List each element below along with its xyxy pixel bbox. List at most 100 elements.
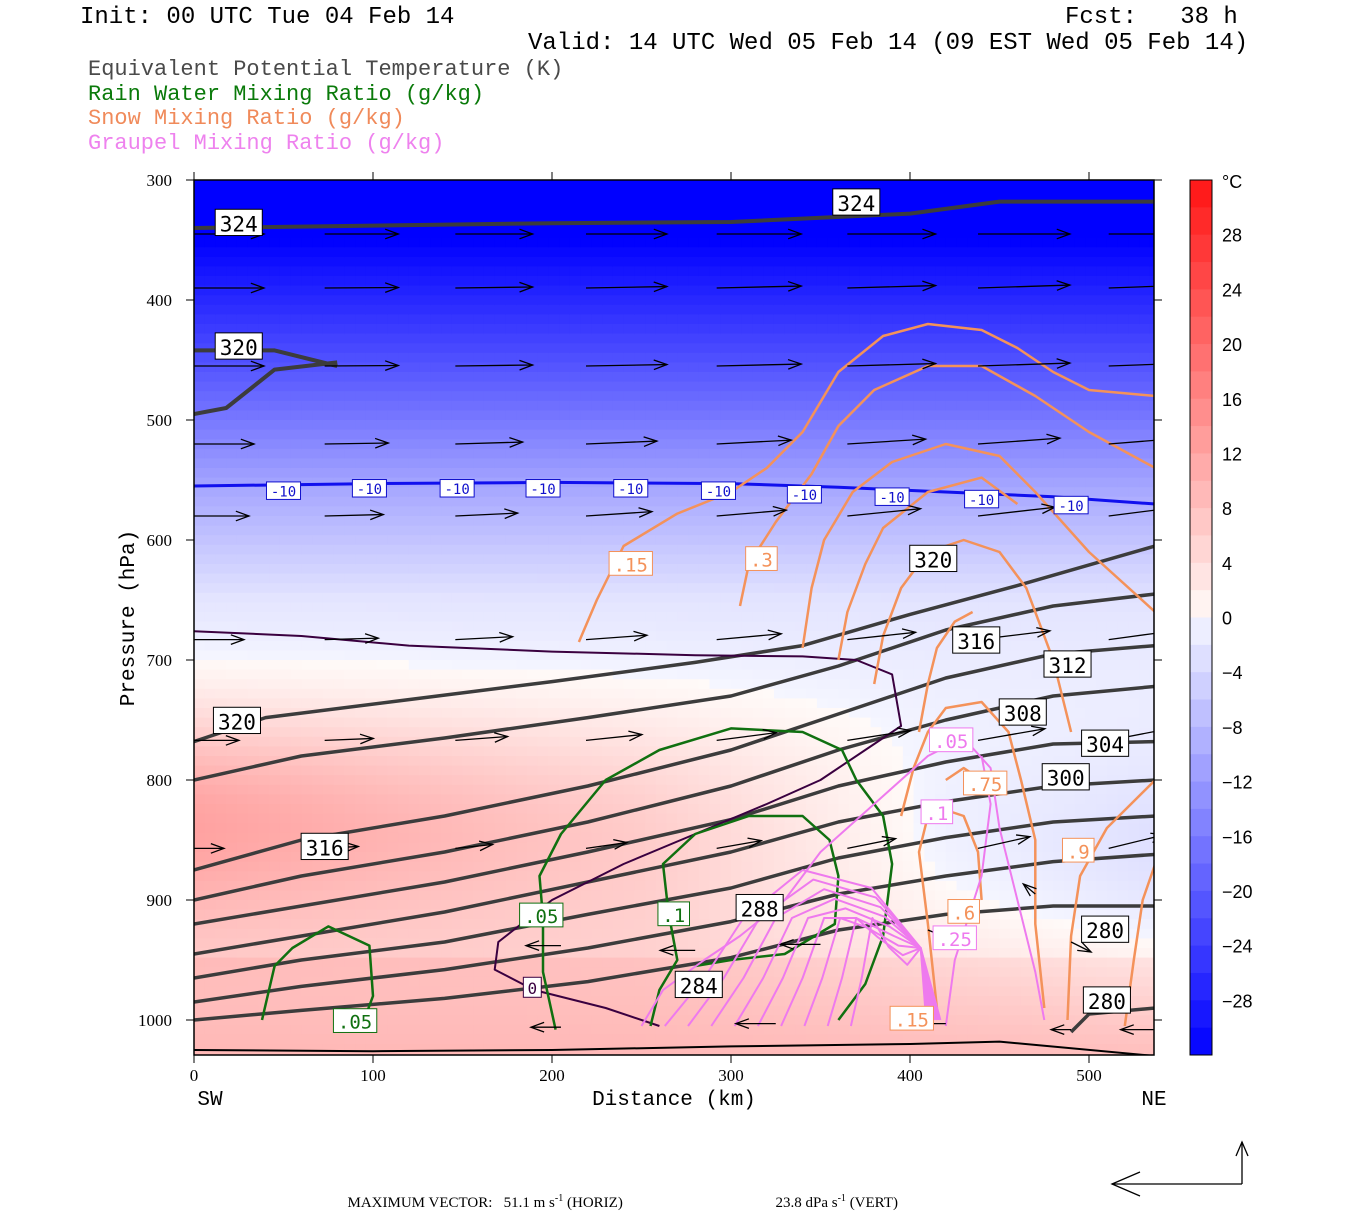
temperature-cell <box>634 410 646 421</box>
temperature-cell <box>591 1024 603 1035</box>
temperature-cell <box>258 420 270 431</box>
temperature-cell <box>559 189 571 200</box>
temperature-cell <box>494 861 507 872</box>
temperature-cell <box>709 736 721 747</box>
temperature-cell <box>344 487 356 498</box>
temperature-cell <box>526 314 539 325</box>
temperature-cell <box>763 880 775 891</box>
temperature-cell <box>462 506 474 517</box>
temperature-cell <box>494 727 507 738</box>
temperature-cell <box>494 852 507 863</box>
temperature-cell <box>483 439 496 450</box>
temperature-cell <box>312 276 324 287</box>
temperature-cell <box>505 372 517 383</box>
temperature-cell <box>226 362 238 373</box>
temperature-cell <box>247 698 260 709</box>
temperature-cell <box>322 621 335 632</box>
temperature-cell <box>258 439 270 450</box>
temperature-cell <box>365 900 378 911</box>
temperature-cell <box>419 928 431 939</box>
temperature-cell <box>215 237 227 248</box>
temperature-cell <box>612 439 625 450</box>
temperature-cell <box>236 1005 249 1016</box>
temperature-cell <box>430 727 442 738</box>
temperature-cell <box>290 756 302 767</box>
temperature-cell <box>194 516 206 527</box>
temperature-cell <box>688 208 700 219</box>
temperature-cell <box>312 583 324 594</box>
temperature-cell <box>290 698 302 709</box>
temperature-cell <box>612 746 625 757</box>
temperature-cell <box>516 1015 528 1026</box>
temperature-cell <box>645 756 657 767</box>
temperature-cell <box>290 794 302 805</box>
temperature-cell <box>516 938 528 949</box>
temperature-cell <box>312 314 324 325</box>
temperature-cell <box>473 314 485 325</box>
temperature-cell <box>247 996 260 1007</box>
temperature-cell <box>612 621 625 632</box>
temperature-cell <box>645 247 657 258</box>
temperature-cell <box>698 400 711 411</box>
temperature-cell <box>741 1024 754 1035</box>
temperature-cell <box>645 823 657 834</box>
temperature-cell <box>451 823 464 834</box>
temperature-cell <box>773 381 786 392</box>
temperature-cell <box>290 256 302 267</box>
temperature-cell <box>763 295 775 306</box>
temperature-cell <box>698 948 711 959</box>
temperature-cell <box>752 314 764 325</box>
temperature-cell <box>194 679 206 690</box>
temperature-cell <box>569 861 582 872</box>
temperature-cell <box>344 324 356 335</box>
temperature-cell <box>430 458 442 469</box>
temperature-cell <box>441 372 453 383</box>
temperature-cell <box>688 996 700 1007</box>
temperature-cell <box>408 573 421 584</box>
temperature-cell <box>559 957 571 968</box>
temperature-cell <box>731 304 743 315</box>
temperature-cell <box>569 967 582 978</box>
temperature-cell <box>312 180 324 191</box>
temperature-cell <box>505 698 517 709</box>
temperature-cell <box>623 660 635 671</box>
temperature-cell <box>236 564 249 575</box>
temperature-cell <box>731 784 743 795</box>
temperature-cell <box>194 276 206 287</box>
temperature-cell <box>483 400 496 411</box>
temperature-cell <box>215 276 227 287</box>
temperature-cell <box>204 852 217 863</box>
temperature-cell <box>763 333 775 344</box>
temperature-cell <box>279 343 292 354</box>
temperature-cell <box>548 285 560 296</box>
temperature-cell <box>677 564 689 575</box>
temperature-cell <box>430 180 442 191</box>
temperature-cell <box>677 381 689 392</box>
temperature-cell <box>537 410 550 421</box>
temperature-cell <box>698 794 711 805</box>
temperature-cell <box>355 708 367 719</box>
temperature-cell <box>376 468 388 479</box>
temperature-cell <box>419 458 431 469</box>
temperature-cell <box>247 266 260 277</box>
temperature-cell <box>505 996 517 1007</box>
temperature-cell <box>731 429 743 440</box>
temperature-cell <box>398 813 410 824</box>
temperature-cell <box>430 324 442 335</box>
temperature-cell <box>559 621 571 632</box>
temperature-cell <box>322 199 335 210</box>
temperature-cell <box>720 602 732 613</box>
temperature-cell <box>419 487 431 498</box>
temperature-cell <box>290 660 302 671</box>
temperature-cell <box>516 717 528 728</box>
temperature-cell <box>677 266 689 277</box>
temperature-cell <box>688 669 700 680</box>
temperature-cell <box>247 429 260 440</box>
temperature-cell <box>194 420 206 431</box>
temperature-cell <box>236 804 249 815</box>
temperature-cell <box>548 544 560 555</box>
temperature-cell <box>569 832 582 843</box>
temperature-cell <box>773 343 786 354</box>
temperature-cell <box>569 1005 582 1016</box>
temperature-cell <box>731 256 743 267</box>
